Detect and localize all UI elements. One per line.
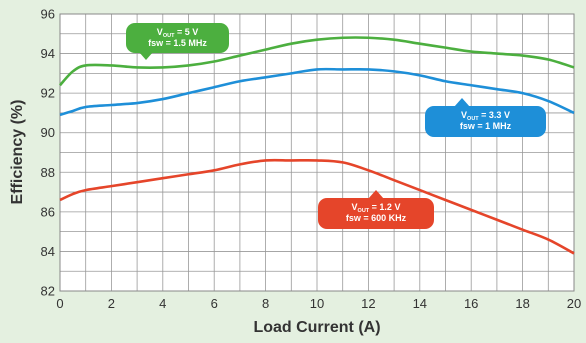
tick-labels: 0 2 4 6 8 10 12 14 16 18 20 82 84 86 88 90 92 94 96 (41, 7, 582, 312)
callout-line: VOUT = 1.2 V (352, 202, 401, 214)
x-tick-label: 2 (108, 296, 115, 311)
x-tick-label: 8 (262, 296, 269, 311)
callout-tail (368, 190, 384, 199)
series-line-vout5 (59, 36, 575, 87)
callout-tail (139, 52, 153, 60)
y-tick-label: 84 (41, 244, 55, 259)
plot-border (59, 13, 575, 292)
x-tick-label: 14 (413, 296, 427, 311)
y-tick-label: 94 (41, 46, 55, 61)
y-tick-label: 90 (41, 125, 55, 140)
callout-bubble (425, 106, 546, 137)
x-tick-label: 4 (159, 296, 166, 311)
x-tick-label: 20 (567, 296, 581, 311)
series-line-vout12 (59, 158, 575, 255)
series-lines (59, 36, 575, 255)
grid-lines (59, 13, 575, 292)
y-tick-label: 88 (41, 165, 55, 180)
x-tick-label: 16 (464, 296, 478, 311)
x-tick-label: 18 (515, 296, 529, 311)
x-tick-label: 10 (310, 296, 324, 311)
y-axis-title: Efficiency (%) (9, 100, 26, 205)
callout-line: VOUT = 3.3 V (461, 110, 510, 122)
x-axis-title: Load Current (A) (253, 319, 380, 336)
callout-line: fsw = 600 KHz (346, 213, 407, 223)
x-tick-label: 0 (56, 296, 63, 311)
x-tick-label: 12 (361, 296, 375, 311)
callout-bubble (318, 198, 434, 229)
callout-line: VOUT = 5 V (157, 27, 198, 39)
callout-line: fsw = 1.5 MHz (148, 38, 207, 48)
y-tick-label: 96 (41, 7, 55, 22)
callout-bubble (126, 23, 229, 53)
callout-line: fsw = 1 MHz (460, 121, 512, 131)
series-line-vout33 (59, 67, 575, 117)
callout-tail (454, 98, 470, 107)
x-tick-label: 6 (211, 296, 218, 311)
y-tick-label: 92 (41, 86, 55, 101)
y-tick-label: 82 (41, 284, 55, 299)
y-tick-label: 86 (41, 204, 55, 219)
